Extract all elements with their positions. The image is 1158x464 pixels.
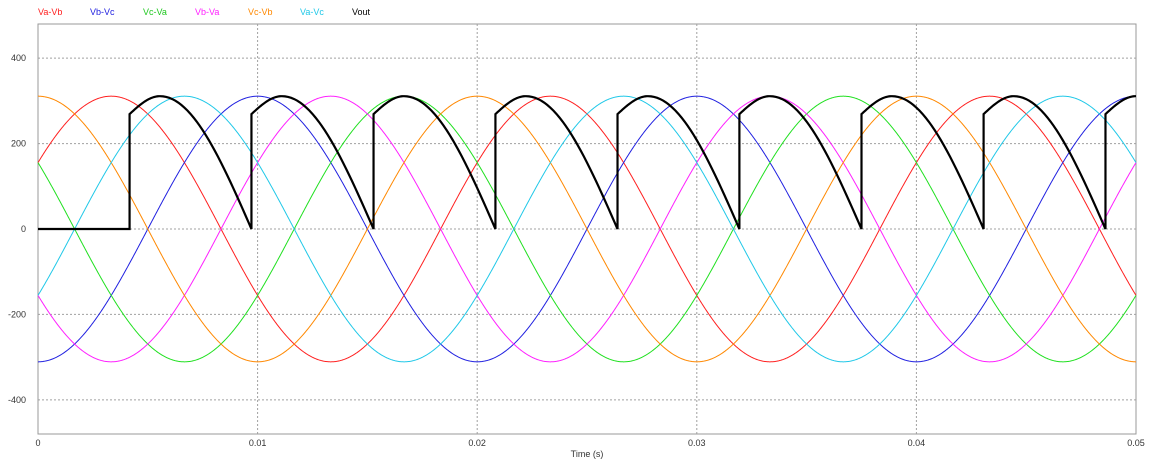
x-tick-label: 0.03	[688, 438, 706, 448]
y-tick-label: 0	[21, 224, 26, 234]
series-line-vc-vb	[38, 95, 1136, 363]
series-line-vout	[38, 95, 1137, 231]
x-tick-label: 0.04	[908, 438, 926, 448]
legend-item-vc-vb: Vc-Vb	[248, 7, 273, 17]
legend-item-vb-vc: Vb-Vc	[90, 7, 115, 17]
y-tick-label: -400	[8, 395, 26, 405]
legend-item-vc-va: Vc-Va	[143, 7, 167, 17]
y-tick-label: 200	[11, 139, 26, 149]
axis-ticks: 0 0.01 0.02 0.03 0.04 0.05 -400 -200 0 200 400	[8, 53, 1145, 448]
legend-item-va-vb: Va-Vb	[38, 7, 63, 17]
x-axis-label: Time (s)	[571, 449, 604, 459]
x-tick-label: 0.02	[468, 438, 486, 448]
x-tick-label: 0.01	[249, 438, 267, 448]
series-line-va-vc	[37, 95, 1137, 363]
legend-item-va-vc: Va-Vc	[300, 7, 324, 17]
legend-item-vout: Vout	[352, 7, 371, 17]
chart-legend: Va-Vb Vb-Vc Vc-Va Vb-Va Vc-Vb Va-Vc Vout	[0, 0, 1158, 22]
legend-item-vb-va: Vb-Va	[195, 7, 220, 17]
y-tick-label: 400	[11, 53, 26, 63]
x-tick-label: 0	[35, 438, 40, 448]
x-tick-label: 0.05	[1127, 438, 1145, 448]
series-layer	[37, 95, 1137, 363]
y-tick-label: -200	[8, 309, 26, 319]
series-line-vb-va	[37, 95, 1137, 363]
